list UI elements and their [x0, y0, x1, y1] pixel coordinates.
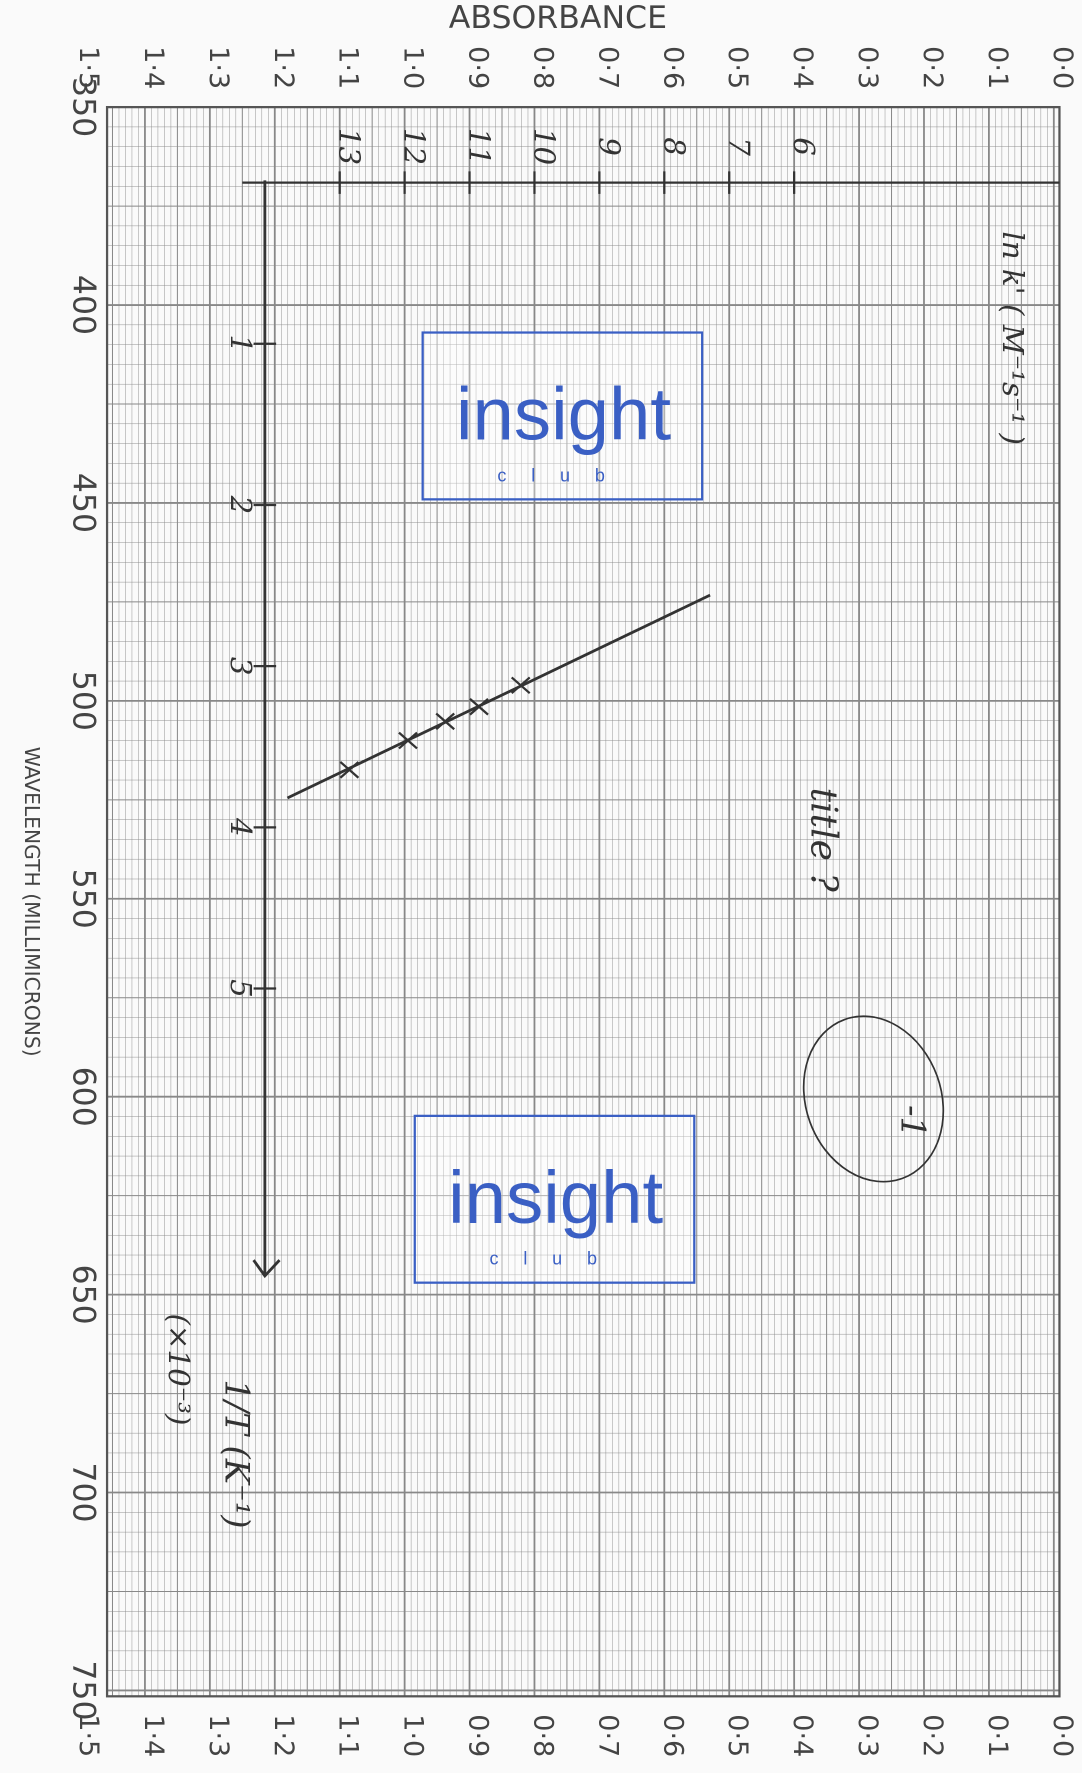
wavelength-tick: 400: [65, 275, 101, 335]
hand-x-tick: 2: [224, 495, 258, 515]
hand-y-tick: 13: [333, 128, 367, 165]
hand-x-tick: 3: [224, 657, 258, 676]
watermark-brand: insight: [456, 373, 671, 456]
circled-mark: -1: [894, 1105, 933, 1138]
absorbance-tick-top: 0·7: [592, 46, 623, 89]
hand-y-tick: 6: [787, 137, 821, 156]
watermark-brand: insight: [448, 1156, 663, 1239]
hand-y-tick: 12: [398, 128, 432, 165]
absorbance-tick-top: 0·1: [982, 46, 1013, 89]
watermark-sub: club: [490, 1249, 622, 1269]
hand-x-tick: 4: [224, 817, 258, 837]
absorbance-tick-top: 0·9: [463, 46, 494, 89]
absorbance-tick-bottom: 1·2: [268, 1714, 299, 1757]
wavelength-tick: 600: [65, 1067, 101, 1127]
absorbance-tick-bottom: 0·5: [722, 1714, 753, 1757]
absorbance-tick-bottom: 0·7: [592, 1714, 623, 1757]
absorbance-tick-top: 0·4: [787, 46, 818, 89]
absorbance-tick-top: 0·6: [657, 46, 688, 89]
x-axis-label: WAVELENGTH (MILLIMICRONS): [20, 747, 44, 1057]
hand-x-tick: 5: [224, 979, 258, 998]
absorbance-tick-bottom: 0·9: [463, 1714, 494, 1757]
absorbance-tick-bottom: 0·6: [657, 1714, 688, 1757]
absorbance-tick-top: 0·8: [527, 46, 558, 89]
title: ABSORBANCE: [449, 0, 667, 36]
hand-y-label: ln k' ( M⁻¹s⁻¹ ): [996, 231, 1030, 445]
wavelength-tick: 450: [65, 473, 101, 533]
hand-x-label: 1/T (K⁻¹): [217, 1379, 256, 1528]
hand-note: title ?: [803, 788, 845, 893]
absorbance-tick-top: 0·3: [852, 46, 883, 89]
absorbance-tick-top: 1·0: [398, 46, 429, 89]
wavelength-tick: 350: [65, 77, 101, 137]
wavelength-tick: 650: [65, 1265, 101, 1325]
hand-y-tick: 7: [722, 137, 756, 156]
wavelength-tick: 750: [65, 1660, 101, 1720]
absorbance-tick-top: 1·2: [268, 46, 299, 89]
absorbance-tick-bottom: 1·0: [398, 1714, 429, 1757]
hand-y-tick: 9: [592, 137, 626, 156]
hand-x-tick: 1: [224, 334, 258, 353]
absorbance-tick-bottom: 0·3: [852, 1714, 883, 1757]
hand-y-tick: 8: [657, 137, 691, 156]
absorbance-tick-top: 1·3: [203, 46, 234, 89]
page: ABSORBANCE WAVELENGTH (MILLIMICRONS) 0·0…: [0, 0, 1082, 1773]
absorbance-tick-bottom: 0·4: [787, 1714, 818, 1757]
absorbance-tick-top: 1·4: [138, 46, 169, 89]
absorbance-tick-bottom: 1·4: [138, 1714, 169, 1757]
absorbance-tick-top: 1·1: [333, 46, 364, 89]
wavelength-tick: 500: [65, 671, 101, 731]
absorbance-tick-bottom: 0·8: [527, 1714, 558, 1757]
hand-multiplier: (×10⁻³): [162, 1314, 196, 1426]
absorbance-tick-bottom: 0·0: [1047, 1714, 1078, 1757]
wavelength-tick: 700: [65, 1462, 101, 1522]
watermark-sub: club: [497, 465, 629, 485]
absorbance-tick-top: 0·2: [917, 46, 948, 89]
absorbance-tick-bottom: 1·5: [73, 1714, 104, 1757]
absorbance-tick-bottom: 0·2: [917, 1714, 948, 1757]
absorbance-tick-top: 0·0: [1047, 46, 1078, 89]
hand-y-tick: 10: [527, 128, 561, 165]
absorbance-tick-bottom: 1·3: [203, 1714, 234, 1757]
absorbance-tick-top: 0·5: [722, 46, 753, 89]
absorbance-tick-bottom: 1·1: [333, 1714, 364, 1757]
absorbance-tick-bottom: 0·1: [982, 1714, 1013, 1757]
wavelength-tick: 550: [65, 869, 101, 929]
hand-y-tick: 11: [463, 128, 497, 165]
